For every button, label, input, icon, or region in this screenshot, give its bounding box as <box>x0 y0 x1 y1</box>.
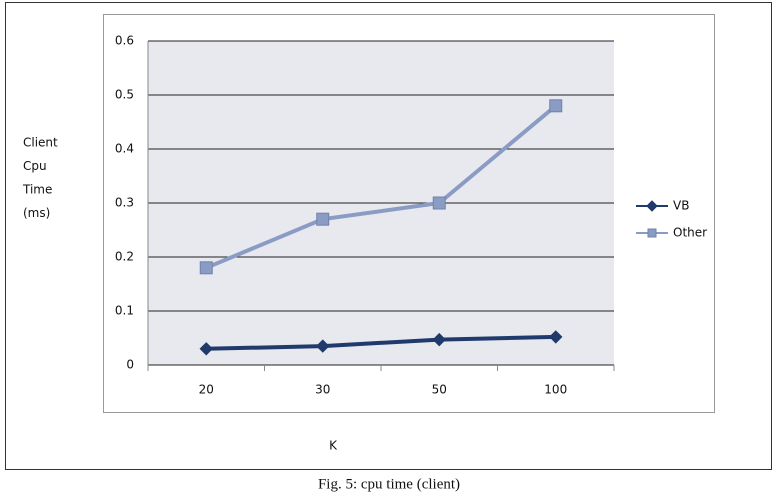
chart-frame <box>103 14 715 413</box>
y-axis-label: Client <box>23 136 58 150</box>
legend-marker <box>646 200 658 212</box>
y-tick-label: 0.5 <box>115 88 134 102</box>
y-tick-label: 0.2 <box>115 250 134 264</box>
y-tick-label: 0.4 <box>115 142 134 156</box>
caption: Fig. 5: cpu time (client) <box>318 476 460 492</box>
y-tick-label: 0.1 <box>115 304 134 318</box>
y-tick-label: 0 <box>126 358 134 372</box>
x-axis-label: K <box>329 439 338 453</box>
data-point <box>549 99 563 113</box>
data-point <box>199 261 213 275</box>
series-line <box>205 104 558 270</box>
x-tick-label: 20 <box>199 383 214 397</box>
data-point <box>432 196 446 210</box>
data-point <box>316 339 330 353</box>
legend-label: VB <box>673 199 689 213</box>
x-tick-label: 30 <box>315 383 330 397</box>
y-axis-label: (ms) <box>23 206 50 220</box>
y-tick-label: 0.6 <box>115 34 134 48</box>
data-point <box>199 342 213 356</box>
data-point <box>316 212 330 226</box>
outer-frame <box>5 2 772 470</box>
y-axis-label: Cpu <box>23 159 47 173</box>
x-tick-label: 100 <box>544 383 567 397</box>
legend-marker <box>647 228 657 238</box>
legend-label: Other <box>673 226 707 240</box>
y-axis-label: Time <box>22 183 52 197</box>
y-tick-label: 0.3 <box>115 196 134 210</box>
data-point <box>549 330 563 344</box>
data-point <box>432 332 446 347</box>
series-line <box>206 334 556 351</box>
x-tick-label: 50 <box>432 383 447 397</box>
